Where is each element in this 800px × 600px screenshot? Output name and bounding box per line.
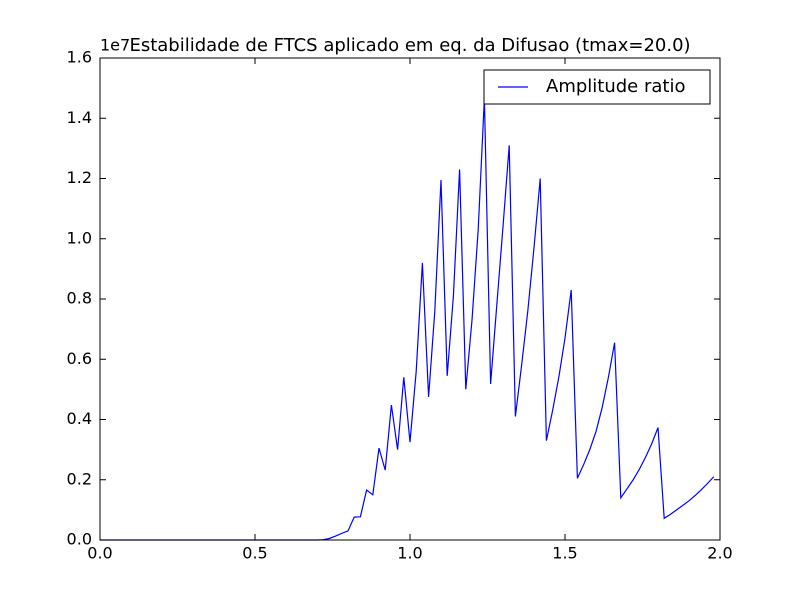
y-tick-label: 0.4: [67, 409, 92, 428]
x-tick-label: 2.0: [707, 544, 732, 563]
y-tick-label: 1.4: [67, 108, 92, 127]
offset-label: 1e7: [100, 36, 130, 55]
x-tick-label: 0.5: [242, 544, 267, 563]
chart-title: Estabilidade de FTCS aplicado em eq. da …: [129, 35, 690, 56]
x-tick-label: 0.0: [87, 544, 112, 563]
y-tick-label: 1.0: [67, 228, 92, 247]
x-tick-label: 1.0: [397, 544, 422, 563]
y-tick-label: 0.0: [67, 530, 92, 549]
y-tick-label: 0.8: [67, 289, 92, 308]
y-tick-label: 1.2: [67, 168, 92, 187]
axes-frame: [99, 57, 721, 541]
y-tick-label: 0.6: [67, 349, 92, 368]
y-tick-label: 0.2: [67, 469, 92, 488]
legend-label: Amplitude ratio: [546, 76, 685, 97]
y-tick-label: 1.6: [67, 48, 92, 67]
x-tick-label: 1.5: [552, 544, 577, 563]
